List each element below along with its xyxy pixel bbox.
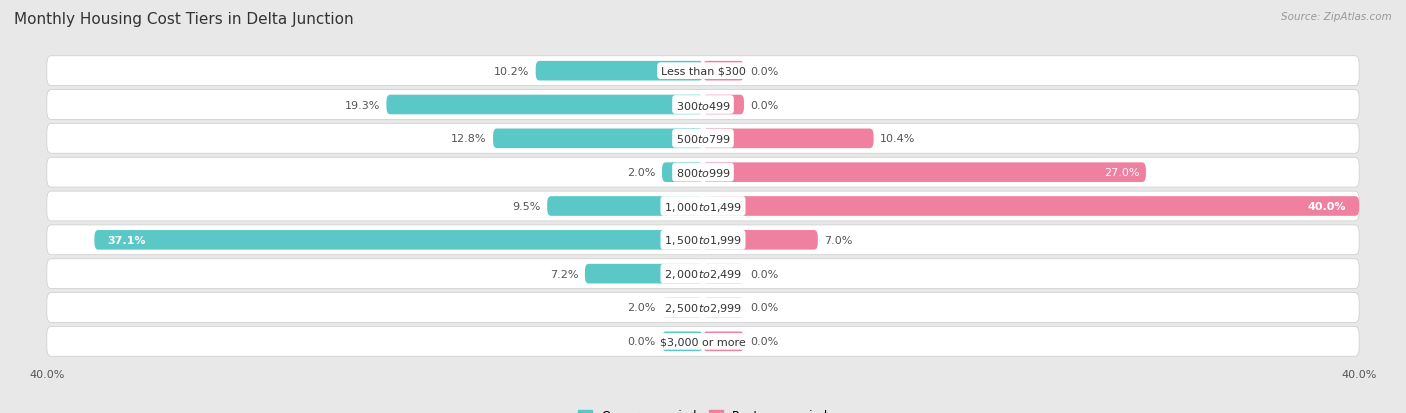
Text: $1,000 to $1,499: $1,000 to $1,499 [664,200,742,213]
FancyBboxPatch shape [46,192,1360,221]
Text: $3,000 or more: $3,000 or more [661,337,745,347]
FancyBboxPatch shape [94,230,703,250]
FancyBboxPatch shape [46,327,1360,356]
Text: Less than $300: Less than $300 [661,66,745,76]
Text: Monthly Housing Cost Tiers in Delta Junction: Monthly Housing Cost Tiers in Delta Junc… [14,12,354,27]
Text: 10.4%: 10.4% [880,134,915,144]
FancyBboxPatch shape [46,57,1360,86]
FancyBboxPatch shape [46,259,1360,289]
Text: 0.0%: 0.0% [751,303,779,313]
Text: 2.0%: 2.0% [627,303,655,313]
FancyBboxPatch shape [46,124,1360,154]
FancyBboxPatch shape [662,332,703,351]
Text: 0.0%: 0.0% [627,337,655,347]
Text: 0.0%: 0.0% [751,337,779,347]
FancyBboxPatch shape [703,197,1360,216]
Text: $2,500 to $2,999: $2,500 to $2,999 [664,301,742,314]
FancyBboxPatch shape [703,230,818,250]
FancyBboxPatch shape [662,163,703,183]
FancyBboxPatch shape [703,332,744,351]
FancyBboxPatch shape [536,62,703,81]
Text: $1,500 to $1,999: $1,500 to $1,999 [664,234,742,247]
Text: 2.0%: 2.0% [627,168,655,178]
FancyBboxPatch shape [46,293,1360,323]
Text: 37.1%: 37.1% [107,235,146,245]
FancyBboxPatch shape [662,298,703,318]
FancyBboxPatch shape [703,163,1146,183]
Legend: Owner-occupied, Renter-occupied: Owner-occupied, Renter-occupied [572,404,834,413]
Text: 19.3%: 19.3% [344,100,380,110]
Text: 0.0%: 0.0% [751,269,779,279]
Text: 9.5%: 9.5% [512,202,540,211]
Text: 7.0%: 7.0% [824,235,853,245]
FancyBboxPatch shape [387,95,703,115]
FancyBboxPatch shape [547,197,703,216]
FancyBboxPatch shape [46,225,1360,255]
Text: $2,000 to $2,499: $2,000 to $2,499 [664,268,742,280]
FancyBboxPatch shape [703,129,873,149]
Text: $500 to $799: $500 to $799 [675,133,731,145]
Text: $800 to $999: $800 to $999 [675,167,731,179]
FancyBboxPatch shape [46,158,1360,188]
Text: $300 to $499: $300 to $499 [675,99,731,111]
Text: 0.0%: 0.0% [751,100,779,110]
Text: 40.0%: 40.0% [1308,202,1346,211]
Text: 10.2%: 10.2% [494,66,529,76]
FancyBboxPatch shape [494,129,703,149]
FancyBboxPatch shape [703,298,744,318]
FancyBboxPatch shape [703,264,744,284]
Text: 27.0%: 27.0% [1104,168,1139,178]
Text: 12.8%: 12.8% [451,134,486,144]
FancyBboxPatch shape [46,90,1360,120]
FancyBboxPatch shape [585,264,703,284]
FancyBboxPatch shape [703,95,744,115]
Text: 7.2%: 7.2% [550,269,578,279]
FancyBboxPatch shape [703,62,744,81]
Text: Source: ZipAtlas.com: Source: ZipAtlas.com [1281,12,1392,22]
Text: 0.0%: 0.0% [751,66,779,76]
